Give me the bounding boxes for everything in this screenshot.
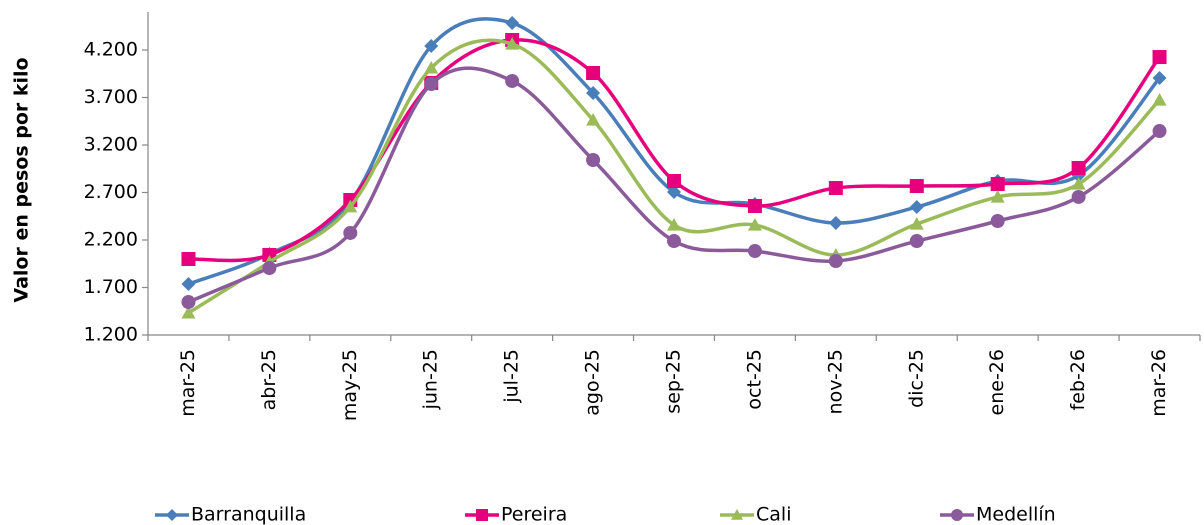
data-point bbox=[586, 65, 601, 80]
x-tick-label: may-25 bbox=[339, 349, 361, 421]
x-tick-label: nov-25 bbox=[824, 349, 846, 414]
x-tick-label: jul-25 bbox=[501, 349, 523, 404]
data-point bbox=[909, 200, 924, 215]
y-tick-label: 1.200 bbox=[84, 324, 138, 346]
y-axis-label: Valor en pesos por kilo bbox=[11, 57, 33, 302]
data-point bbox=[586, 153, 601, 168]
data-point bbox=[990, 189, 1005, 203]
x-tick-label: ago-25 bbox=[582, 349, 604, 416]
data-point bbox=[586, 113, 601, 126]
x-tick-label: mar-26 bbox=[1148, 349, 1170, 417]
legend-label: Cali bbox=[756, 504, 791, 525]
legend-label: Pereira bbox=[501, 504, 567, 525]
legend-marker bbox=[476, 509, 488, 521]
x-tick-label: sep-25 bbox=[663, 349, 685, 414]
y-tick-label: 2.700 bbox=[84, 181, 138, 203]
data-point bbox=[586, 86, 601, 101]
legend-marker bbox=[951, 509, 963, 521]
x-tick-label: oct-25 bbox=[743, 349, 765, 410]
x-tick-label: dic-25 bbox=[905, 349, 927, 408]
data-point bbox=[828, 181, 843, 196]
y-tick-label: 2.200 bbox=[84, 229, 138, 251]
data-point bbox=[262, 261, 277, 276]
data-point bbox=[343, 199, 358, 213]
data-point bbox=[667, 217, 681, 231]
data-point bbox=[343, 225, 358, 240]
data-point bbox=[909, 234, 924, 249]
data-point bbox=[747, 198, 762, 213]
x-tick-label: abr-25 bbox=[258, 349, 280, 410]
data-point bbox=[1071, 177, 1086, 190]
data-point bbox=[424, 60, 439, 74]
x-tick-label: ene-26 bbox=[986, 349, 1008, 415]
data-point bbox=[505, 37, 520, 50]
data-point bbox=[505, 73, 520, 88]
legend-label: Medellín bbox=[976, 504, 1056, 525]
data-point bbox=[505, 16, 520, 31]
data-point bbox=[181, 276, 196, 291]
data-point bbox=[828, 215, 843, 230]
data-point bbox=[1152, 50, 1167, 65]
data-point bbox=[909, 217, 924, 230]
data-point bbox=[424, 77, 439, 92]
data-point bbox=[667, 174, 681, 189]
data-point bbox=[1152, 71, 1167, 86]
data-point bbox=[909, 179, 924, 194]
data-point bbox=[181, 295, 196, 310]
data-point bbox=[181, 252, 196, 266]
data-point bbox=[667, 185, 681, 200]
data-point bbox=[1071, 160, 1086, 175]
y-tick-label: 4.200 bbox=[84, 39, 138, 61]
data-point bbox=[181, 305, 196, 319]
data-point bbox=[990, 177, 1005, 192]
x-tick-label: mar-25 bbox=[177, 349, 199, 417]
data-point bbox=[667, 234, 681, 249]
y-tick-label: 3.700 bbox=[84, 86, 138, 108]
legend-marker bbox=[731, 509, 743, 520]
data-point bbox=[990, 214, 1005, 228]
data-point bbox=[1152, 124, 1167, 139]
data-point bbox=[828, 253, 843, 268]
data-point bbox=[747, 217, 762, 231]
y-tick-label: 1.700 bbox=[84, 276, 138, 298]
legend-marker bbox=[166, 509, 178, 521]
x-tick-label: jun-25 bbox=[420, 349, 442, 410]
data-point bbox=[1071, 189, 1086, 204]
y-tick-label: 3.200 bbox=[84, 134, 138, 156]
data-point bbox=[747, 244, 762, 259]
legend-label: Barranquilla bbox=[191, 504, 306, 525]
x-tick-label: feb-26 bbox=[1067, 349, 1089, 410]
data-point bbox=[424, 39, 439, 54]
data-point bbox=[1152, 92, 1167, 106]
